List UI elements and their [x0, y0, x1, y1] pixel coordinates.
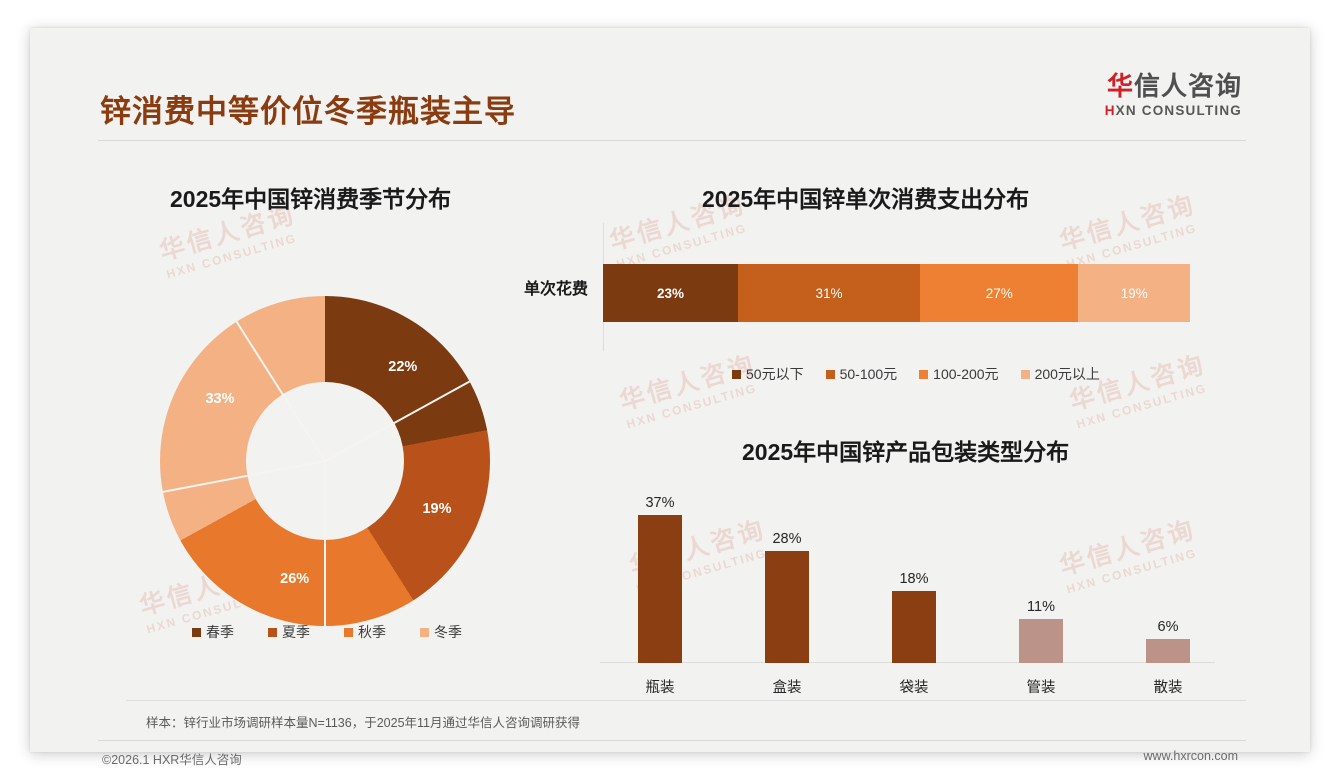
stacked-segment-50-100[interactable]: 31% [738, 264, 920, 322]
legend-label: 100-200元 [933, 366, 999, 382]
column-category-label: 袋装 [899, 680, 929, 696]
stacked-segment-value: 27% [985, 285, 1013, 301]
stacked-segment-value: 19% [1120, 285, 1148, 301]
donut-slice-label: 22% [388, 358, 418, 375]
logo-english-text: HXN CONSULTING [1105, 103, 1242, 118]
sample-divider [126, 700, 1246, 701]
column-category-label: 管装 [1026, 680, 1056, 696]
legend-item-50-100[interactable]: 50-100元 [825, 364, 898, 384]
column-group-box[interactable]: 28% 盒装 [765, 483, 809, 696]
legend-item-winter[interactable]: 冬季 [420, 622, 462, 642]
logo-chinese-rest: 信人咨询 [1133, 71, 1242, 101]
legend-label: 50元以下 [746, 366, 804, 382]
column-value-label: 6% [1157, 619, 1179, 635]
stacked-segment-100-200[interactable]: 27% [919, 264, 1079, 322]
legend-item-summer[interactable]: 夏季 [268, 622, 310, 642]
page-title: 锌消费中等价位冬季瓶装主导 [100, 94, 516, 129]
column-bar[interactable] [892, 591, 936, 663]
logo-en-accent: H [1104, 102, 1116, 118]
column-category-label: 散装 [1153, 680, 1183, 696]
legend-label: 冬季 [434, 624, 462, 640]
watermark: 华信人咨询 HXN CONSULTING [616, 350, 763, 433]
column-value-label: 11% [1027, 599, 1055, 615]
legend-label: 春季 [206, 624, 234, 640]
stacked-bar: 23% 31% 27% 19% [603, 264, 1190, 322]
stacked-bar-chart-title: 2025年中国锌单次消费支出分布 [702, 186, 1030, 212]
column-value-label: 18% [899, 571, 929, 587]
legend-item-100-200[interactable]: 100-200元 [919, 364, 999, 384]
legend-swatch-icon [919, 369, 929, 379]
legend-swatch-icon [732, 369, 741, 379]
watermark-en: HXN CONSULTING [624, 380, 759, 432]
stacked-segment-value: 31% [815, 285, 843, 301]
column-bar[interactable] [1019, 619, 1063, 663]
column-category-label: 瓶装 [645, 680, 675, 696]
header-divider [98, 140, 1246, 141]
stacked-bar-legend: 50元以下 50-100元 100-200元 200元以上 [732, 364, 1100, 384]
season-donut-chart: 22% 19% 26% 33% [160, 296, 490, 626]
legend-swatch-icon [420, 627, 429, 637]
column-bar[interactable] [1146, 639, 1190, 663]
stacked-segment-value: 23% [656, 285, 685, 301]
legend-item-under-50[interactable]: 50元以下 [732, 364, 804, 384]
slide-canvas: 锌消费中等价位冬季瓶装主导 华信人咨询 HXN CONSULTING 华信人咨询… [30, 28, 1310, 767]
footer-divider [98, 740, 1246, 741]
column-bar[interactable] [765, 551, 809, 663]
sample-note: 样本：锌行业市场调研样本量N=1136，于2025年11月通过华信人咨询调研获得 [146, 716, 580, 730]
watermark: 华信人咨询 HXN CONSULTING [1066, 350, 1213, 433]
legend-label: 200元以上 [1034, 366, 1100, 382]
logo-accent-char: 华 [1106, 71, 1134, 101]
stacked-row-label: 单次花费 [523, 281, 588, 298]
column-group-tube[interactable]: 11% 管装 [1019, 483, 1063, 696]
column-group-bulk[interactable]: 6% 散装 [1146, 483, 1190, 696]
watermark-cn: 华信人咨询 [1056, 190, 1199, 257]
column-value-label: 28% [772, 531, 802, 547]
stacked-segment-over-200[interactable]: 19% [1078, 264, 1190, 322]
column-category-label: 盒装 [772, 680, 802, 696]
legend-swatch-icon [344, 627, 353, 637]
watermark: 华信人咨询 HXN CONSULTING [1056, 190, 1203, 273]
logo-en-rest: XN CONSULTING [1115, 102, 1242, 118]
legend-label: 秋季 [358, 624, 386, 640]
legend-item-over-200[interactable]: 200元以上 [1020, 364, 1100, 384]
legend-label: 50-100元 [839, 366, 898, 382]
donut-slice-label: 33% [205, 390, 235, 407]
watermark-en: HXN CONSULTING [164, 230, 299, 282]
legend-label: 夏季 [282, 624, 310, 640]
footer-copyright: ©2026.1 HXR华信人咨询 [102, 753, 242, 767]
footer-website[interactable]: www.hxrcon.com [1143, 749, 1238, 763]
legend-item-spring[interactable]: 春季 [192, 622, 234, 642]
stacked-segment-under-50[interactable]: 23% [603, 264, 738, 322]
legend-swatch-icon [825, 369, 835, 379]
legend-swatch-icon [268, 627, 277, 637]
column-bar[interactable] [638, 515, 682, 663]
donut-slice-label: 19% [422, 501, 452, 518]
legend-swatch-icon [1020, 369, 1030, 379]
legend-swatch-icon [192, 627, 201, 637]
company-logo: 华信人咨询 HXN CONSULTING [1105, 72, 1242, 118]
package-column-chart: 37% 瓶装 28% 盒装 18% 袋装 11% 管装 6% 散装 [575, 483, 1215, 696]
logo-chinese-text: 华信人咨询 [1105, 72, 1242, 101]
watermark-en: HXN CONSULTING [1074, 380, 1209, 432]
column-group-bag[interactable]: 18% 袋装 [892, 483, 936, 696]
column-chart-title: 2025年中国锌产品包装类型分布 [742, 439, 1070, 465]
donut-chart-title: 2025年中国锌消费季节分布 [170, 186, 452, 212]
column-group-bottle[interactable]: 37% 瓶装 [638, 483, 682, 696]
slide-header: 锌消费中等价位冬季瓶装主导 华信人咨询 HXN CONSULTING [30, 28, 1310, 141]
column-value-label: 37% [645, 495, 675, 511]
donut-separator [324, 461, 326, 626]
legend-item-autumn[interactable]: 秋季 [344, 622, 386, 642]
donut-slice-label: 26% [280, 571, 310, 588]
donut-legend: 春季 夏季 秋季 冬季 [192, 622, 462, 642]
